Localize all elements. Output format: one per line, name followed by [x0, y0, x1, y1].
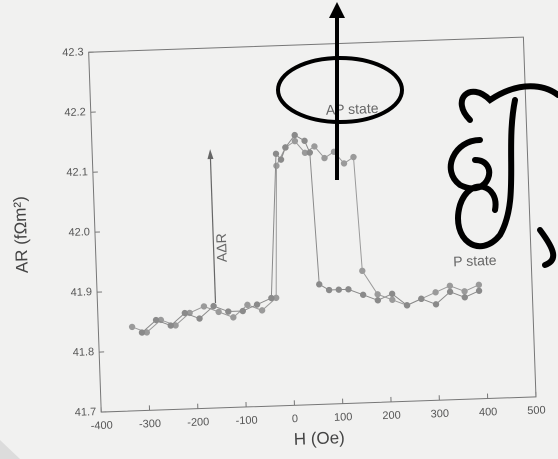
- data-point: [258, 307, 266, 314]
- data-point: [181, 309, 189, 317]
- annotation: AΔR: [213, 233, 230, 262]
- data-point: [316, 281, 323, 288]
- data-point: [374, 297, 382, 304]
- x-tick-label: 500: [527, 404, 546, 417]
- annotation: AP state: [326, 100, 379, 118]
- annotation: P state: [453, 252, 497, 270]
- data-point: [253, 301, 261, 308]
- y-tick-label: 42.0: [68, 226, 90, 239]
- data-point: [172, 322, 179, 329]
- x-tick-label: 400: [479, 406, 498, 419]
- overlay-ellipse: [276, 56, 404, 124]
- data-point: [475, 281, 483, 288]
- x-tick-label: 100: [334, 411, 353, 424]
- data-point: [239, 307, 246, 315]
- data-point: [196, 315, 203, 322]
- data-point: [374, 291, 381, 298]
- data-point: [282, 144, 289, 151]
- x-tick-label: -200: [187, 416, 209, 429]
- data-point: [215, 308, 222, 316]
- data-point: [277, 156, 285, 163]
- data-point: [403, 302, 411, 309]
- data-point: [359, 291, 367, 299]
- data-point: [475, 287, 483, 294]
- data-point: [389, 296, 396, 304]
- data-point: [340, 160, 348, 167]
- data-point: [350, 153, 357, 161]
- data-point: [432, 289, 439, 296]
- annotation-arrowhead: [207, 149, 214, 160]
- y-tick-label: 41.7: [75, 406, 97, 419]
- x-tick-label: -400: [90, 420, 112, 433]
- data-point: [388, 290, 396, 298]
- data-point: [301, 149, 309, 156]
- y-tick-label: 41.9: [70, 286, 92, 299]
- x-tick-label: -100: [235, 415, 257, 428]
- data-point: [461, 294, 468, 301]
- overlay-arrowhead: [329, 2, 345, 18]
- data-point: [167, 322, 174, 329]
- data-point: [273, 162, 280, 169]
- data-point: [306, 149, 314, 156]
- data-point: [325, 286, 333, 294]
- data-point: [321, 154, 328, 162]
- data-point: [461, 288, 468, 295]
- data-point: [230, 314, 237, 321]
- data-point: [432, 301, 440, 308]
- data-point: [200, 303, 208, 310]
- annotation-arrow: [209, 153, 217, 304]
- data-point: [446, 288, 454, 295]
- y-tick-label: 41.8: [73, 346, 95, 359]
- y-tick-label: 42.2: [64, 106, 86, 119]
- data-point: [272, 294, 280, 302]
- data-point: [244, 301, 251, 309]
- data-point: [311, 143, 318, 150]
- plot: H (Oe) AR (fΩm²) -400 -300 -200 -100 0 100 200…: [10, 36, 546, 449]
- data-point: [291, 131, 298, 139]
- y-tick-label: 42.1: [66, 166, 88, 179]
- data-point: [128, 323, 136, 331]
- data-point: [143, 329, 151, 336]
- overlay-scribble: [447, 83, 558, 268]
- x-tick-label: 200: [382, 410, 401, 423]
- x-axis-label: H (Oe): [293, 428, 345, 449]
- y-tick-label: 42.3: [62, 46, 84, 59]
- data-point: [345, 286, 352, 293]
- y-axis-label: AR (fΩm²): [10, 196, 32, 274]
- data-point: [210, 302, 217, 310]
- data-point: [268, 294, 275, 302]
- data-point: [446, 282, 454, 290]
- data-point: [291, 137, 299, 145]
- data-point: [138, 329, 146, 336]
- x-tick-label: -300: [139, 418, 161, 431]
- data-point: [301, 137, 308, 144]
- data-point: [225, 308, 232, 315]
- data-point: [418, 295, 425, 303]
- data-point: [335, 286, 342, 293]
- x-tick-label: 0: [292, 413, 299, 425]
- data-point: [272, 150, 280, 157]
- data-point: [152, 316, 160, 324]
- x-tick-label: 300: [430, 408, 449, 421]
- data-point: [359, 267, 366, 275]
